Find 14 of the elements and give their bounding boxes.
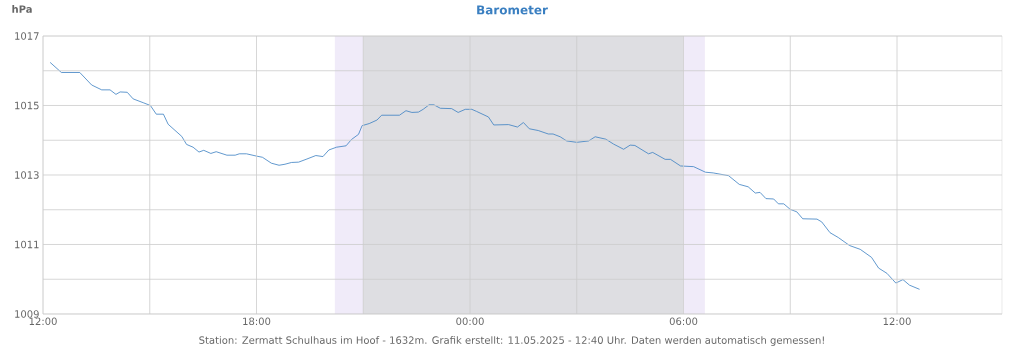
- y-tick-label: 1017: [15, 32, 39, 40]
- chart-title: Barometer: [477, 5, 548, 15]
- y-tick-label: 1009: [15, 310, 39, 318]
- x-tick-label: 00:00: [456, 317, 484, 326]
- line-series: [49, 62, 920, 290]
- y-tick-label: 1011: [15, 240, 39, 249]
- y-tick-label: 1015: [15, 101, 39, 110]
- x-tick-label: 18:00: [243, 317, 271, 326]
- x-tick-label: 12:00: [883, 317, 911, 326]
- y-tick-label: 1013: [15, 171, 39, 179]
- x-tick-label: 06:00: [669, 317, 698, 326]
- y-axis-title: hPa: [12, 5, 32, 13]
- text: Station: Zermatt Schulhaus im Hoof - 1632m. Grafik erstellt: 11.05.2025 - 12:40 Uhr. Daten werden automatisch gemessen!: [199, 336, 824, 346]
- x-tick-label: 12:00: [29, 317, 57, 326]
